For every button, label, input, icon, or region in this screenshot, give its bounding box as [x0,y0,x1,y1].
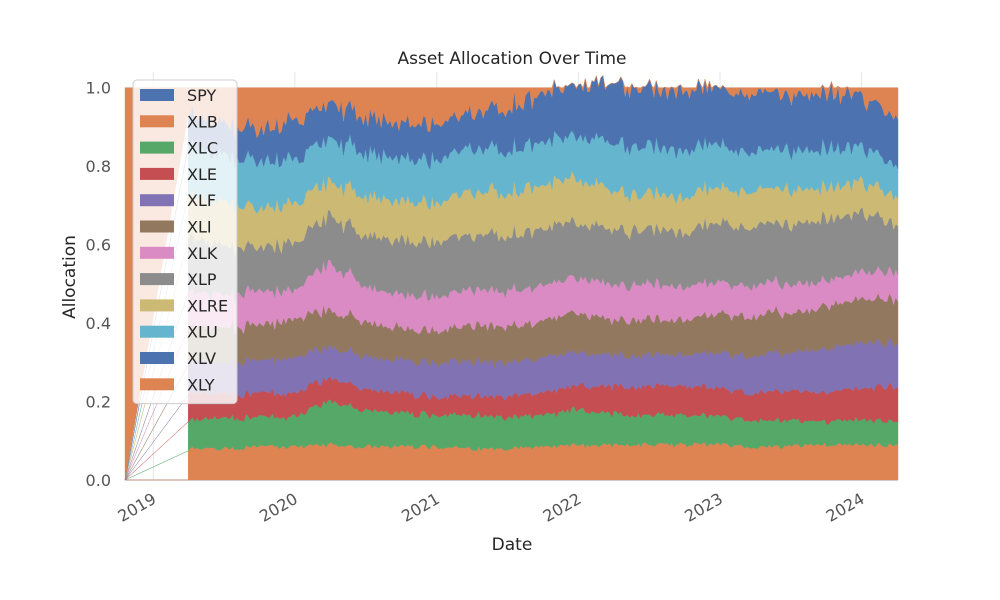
legend: SPY XLB XLC XLE XLF XLI XLK XLP XLRE XLU XLV XLY [132,79,238,405]
y-tick-label: 0.2 [86,393,111,412]
legend-swatch-xle [140,167,174,180]
legend-label-xlc: XLC [187,139,218,158]
y-axis-label: Allocation [60,235,80,319]
legend-swatch-xlv [140,352,174,364]
legend-swatch-xlk [140,246,174,259]
y-tick-label: 0.6 [86,236,111,255]
legend-label-xlv: XLV [187,349,216,368]
x-tick-label: 2021 [398,489,443,526]
legend-label-xlre: XLRE [187,296,228,315]
y-tick-label: 1.0 [86,79,111,98]
y-tick-label: 0.0 [86,471,111,490]
legend-label-xlu: XLU [187,323,218,342]
legend-swatch-spy [140,89,174,101]
legend-swatch-xly [140,378,174,391]
chart-title: Asset Allocation Over Time [398,49,627,69]
legend-swatch-xli [140,220,174,233]
y-tick-label: 0.4 [86,314,111,333]
legend-label-xlf: XLF [187,191,216,210]
legend-swatch-xlb [140,115,174,128]
x-tick-label: 2022 [540,489,585,526]
legend-label-spy: SPY [187,86,216,105]
x-axis-label: Date [492,535,533,555]
area-xly [124,75,899,481]
legend-swatch-xlc [140,141,174,154]
legend-swatch-xlre [140,299,174,312]
legend-swatch-xlp [140,273,174,286]
legend-label-xle: XLE [187,165,217,184]
x-tick-label: 2020 [256,489,301,526]
legend-frame [132,79,238,405]
legend-label-xly: XLY [187,375,215,394]
legend-label-xlp: XLP [187,270,217,289]
legend-swatch-xlf [140,194,174,207]
legend-label-xlk: XLK [187,244,218,263]
y-tick-label: 0.8 [86,157,111,176]
x-tick-label: 2023 [681,489,726,526]
legend-swatch-xlu [140,325,174,338]
x-tick-label: 2024 [823,489,868,526]
legend-label-xli: XLI [187,218,212,237]
legend-label-xlb: XLB [187,112,218,131]
x-tick-label: 2019 [115,489,160,526]
area-layer [124,75,899,481]
